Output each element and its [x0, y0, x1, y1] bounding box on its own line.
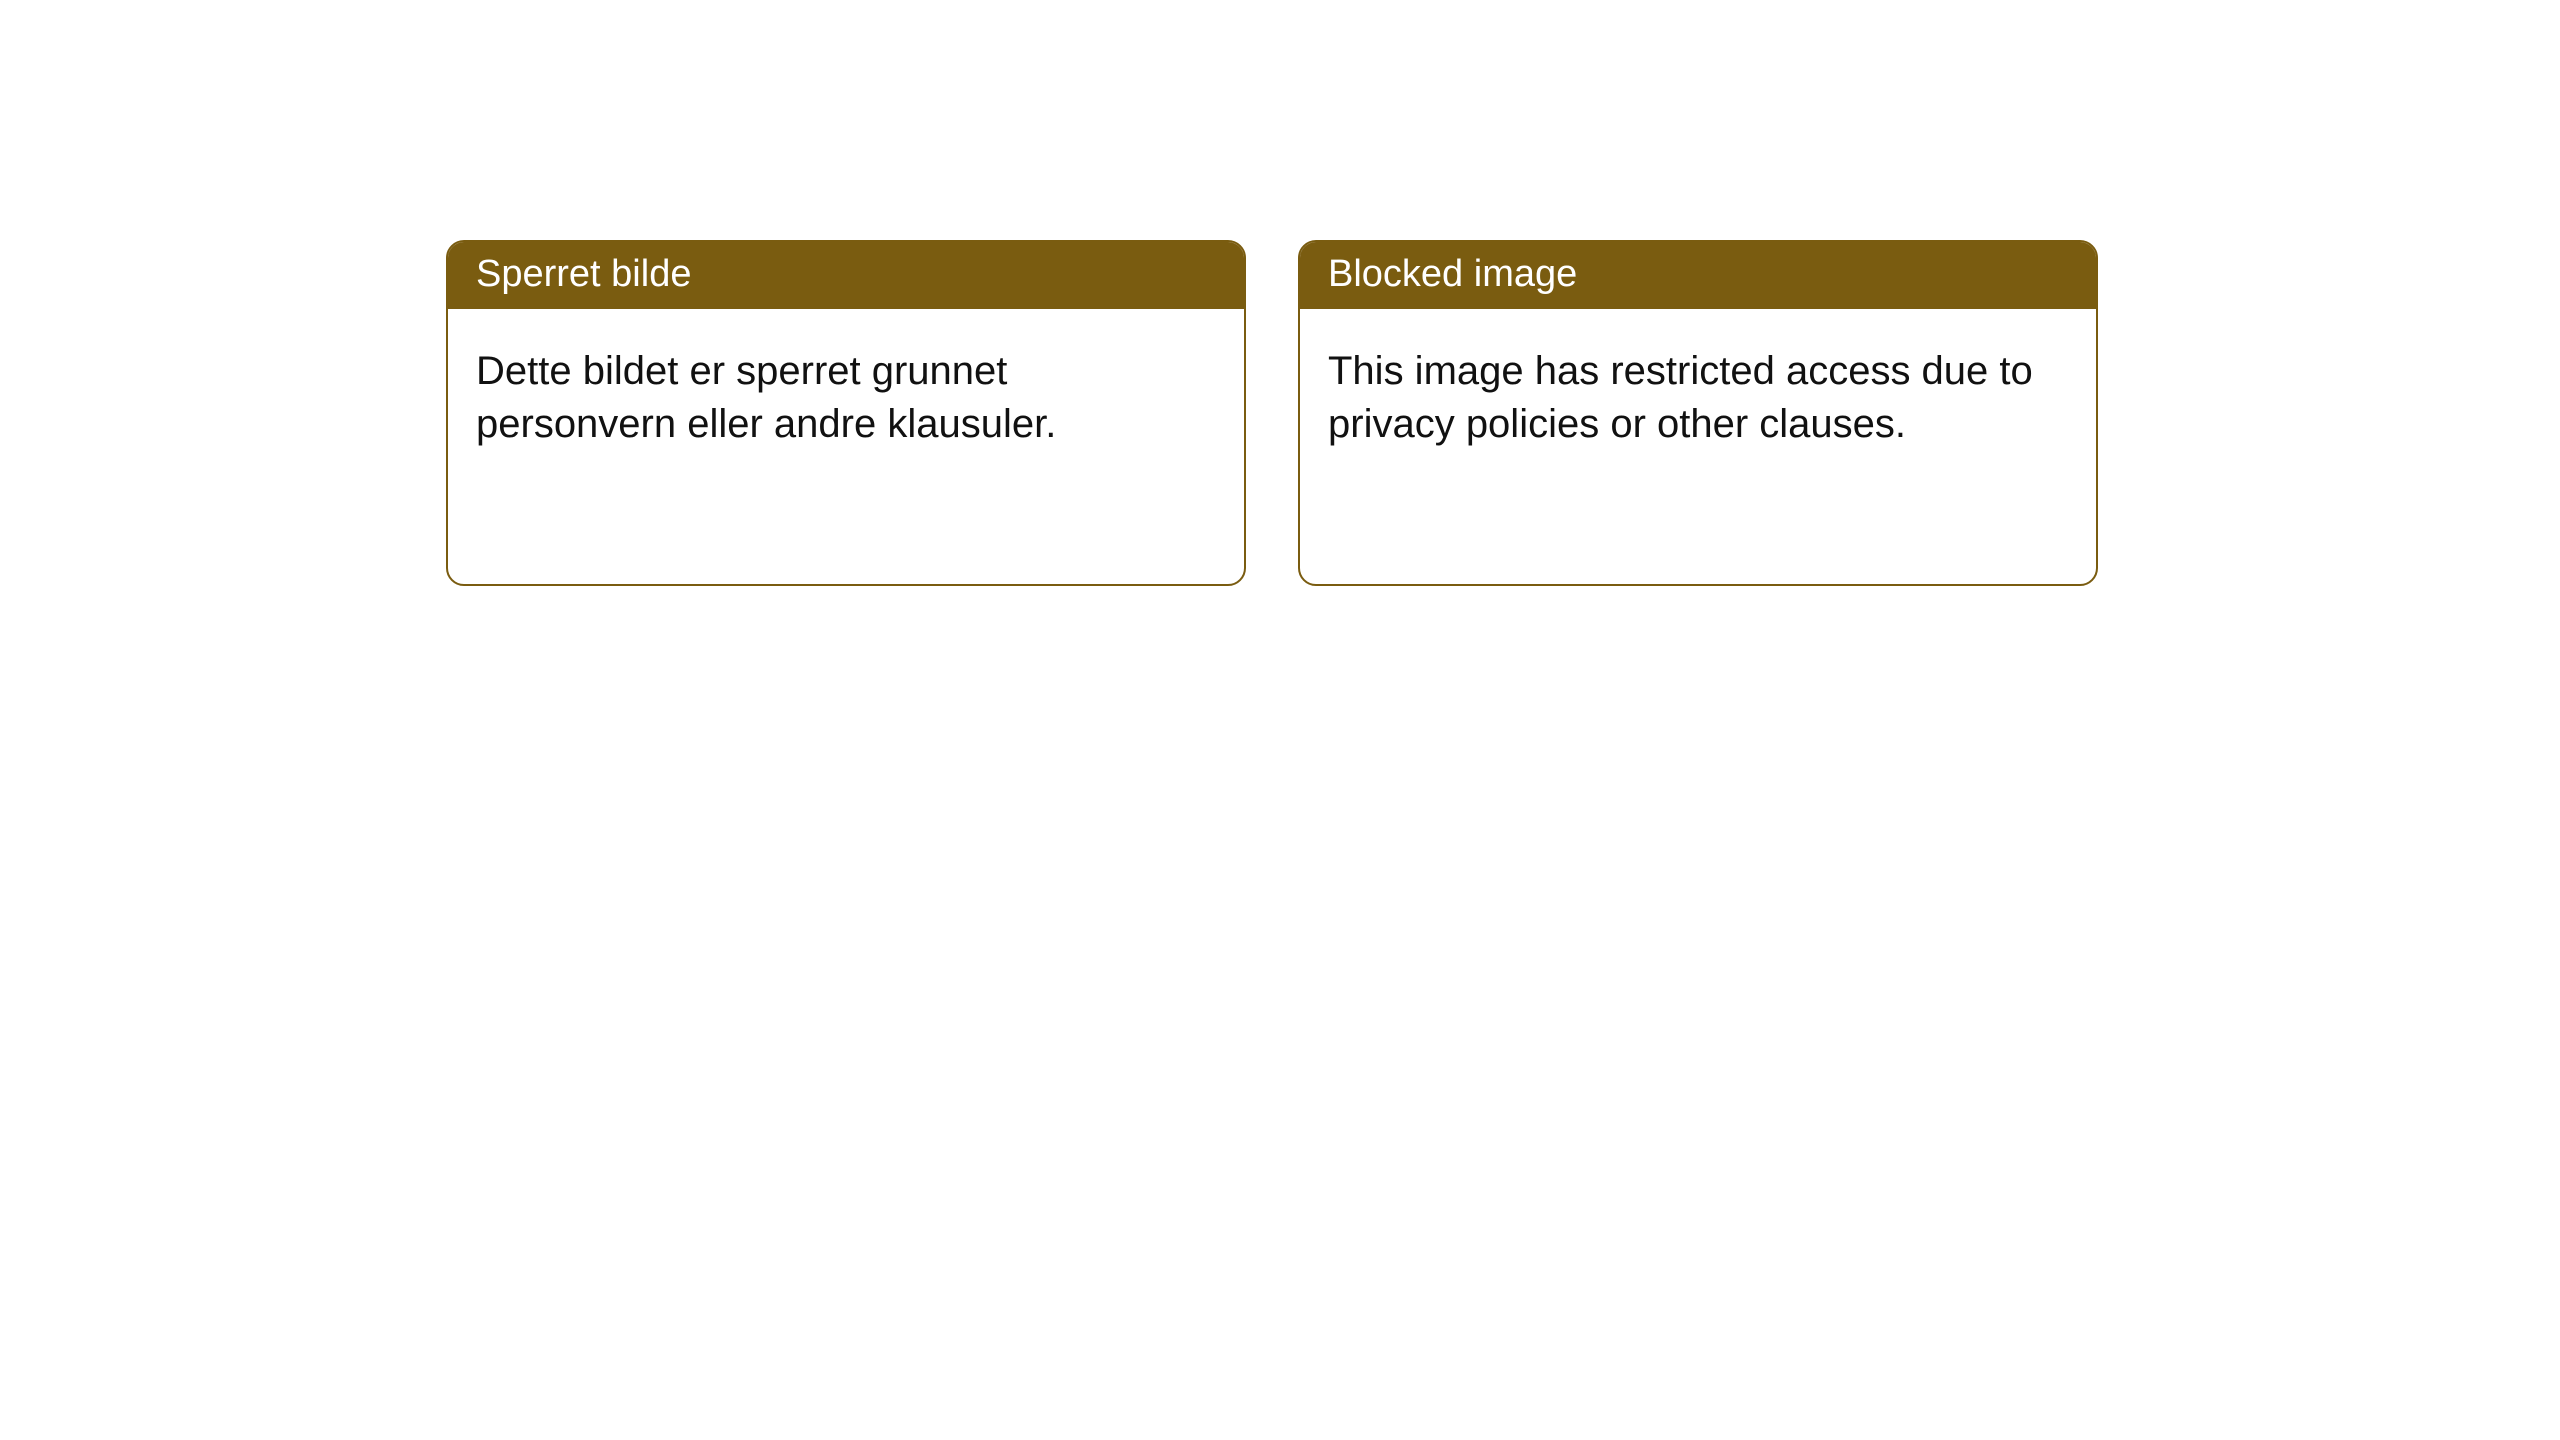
notice-title: Blocked image: [1300, 242, 2096, 309]
notice-card-norwegian: Sperret bilde Dette bildet er sperret gr…: [446, 240, 1246, 586]
notice-container: Sperret bilde Dette bildet er sperret gr…: [0, 0, 2560, 586]
notice-body: Dette bildet er sperret grunnet personve…: [448, 309, 1244, 584]
notice-title: Sperret bilde: [448, 242, 1244, 309]
notice-card-english: Blocked image This image has restricted …: [1298, 240, 2098, 586]
notice-body: This image has restricted access due to …: [1300, 309, 2096, 584]
